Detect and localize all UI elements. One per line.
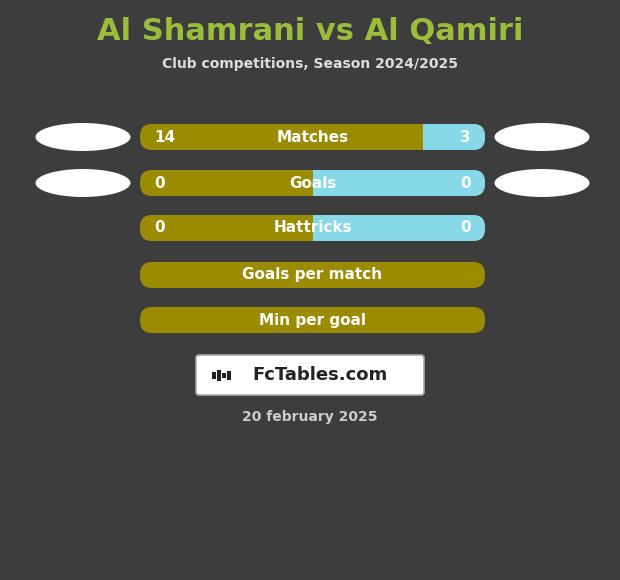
Text: 0: 0 (154, 176, 165, 190)
FancyBboxPatch shape (140, 262, 485, 288)
FancyBboxPatch shape (423, 124, 485, 150)
Text: 0: 0 (461, 220, 471, 235)
Text: Goals per match: Goals per match (242, 267, 383, 282)
Text: Hattricks: Hattricks (273, 220, 352, 235)
Text: FcTables.com: FcTables.com (252, 366, 388, 384)
Ellipse shape (495, 123, 590, 151)
Text: 20 february 2025: 20 february 2025 (242, 410, 378, 424)
FancyBboxPatch shape (140, 307, 485, 333)
Text: 14: 14 (154, 129, 175, 144)
Text: 0: 0 (461, 176, 471, 190)
Text: Goals: Goals (289, 176, 336, 190)
Text: 3: 3 (461, 129, 471, 144)
FancyBboxPatch shape (312, 215, 485, 241)
Text: 0: 0 (154, 220, 165, 235)
FancyBboxPatch shape (312, 170, 485, 196)
Ellipse shape (35, 123, 130, 151)
FancyBboxPatch shape (140, 124, 485, 150)
Text: Min per goal: Min per goal (259, 313, 366, 328)
Bar (227, 371, 231, 379)
Text: Matches: Matches (277, 129, 348, 144)
Bar (423, 124, 437, 150)
Text: Al Shamrani vs Al Qamiri: Al Shamrani vs Al Qamiri (97, 16, 523, 45)
FancyBboxPatch shape (140, 215, 485, 241)
Bar (312, 170, 327, 196)
Bar (212, 372, 216, 379)
Bar (222, 372, 226, 378)
Ellipse shape (35, 169, 130, 197)
FancyBboxPatch shape (196, 355, 424, 395)
Bar (217, 369, 221, 380)
FancyBboxPatch shape (140, 170, 485, 196)
Ellipse shape (495, 169, 590, 197)
Text: Club competitions, Season 2024/2025: Club competitions, Season 2024/2025 (162, 57, 458, 71)
Bar (312, 215, 327, 241)
